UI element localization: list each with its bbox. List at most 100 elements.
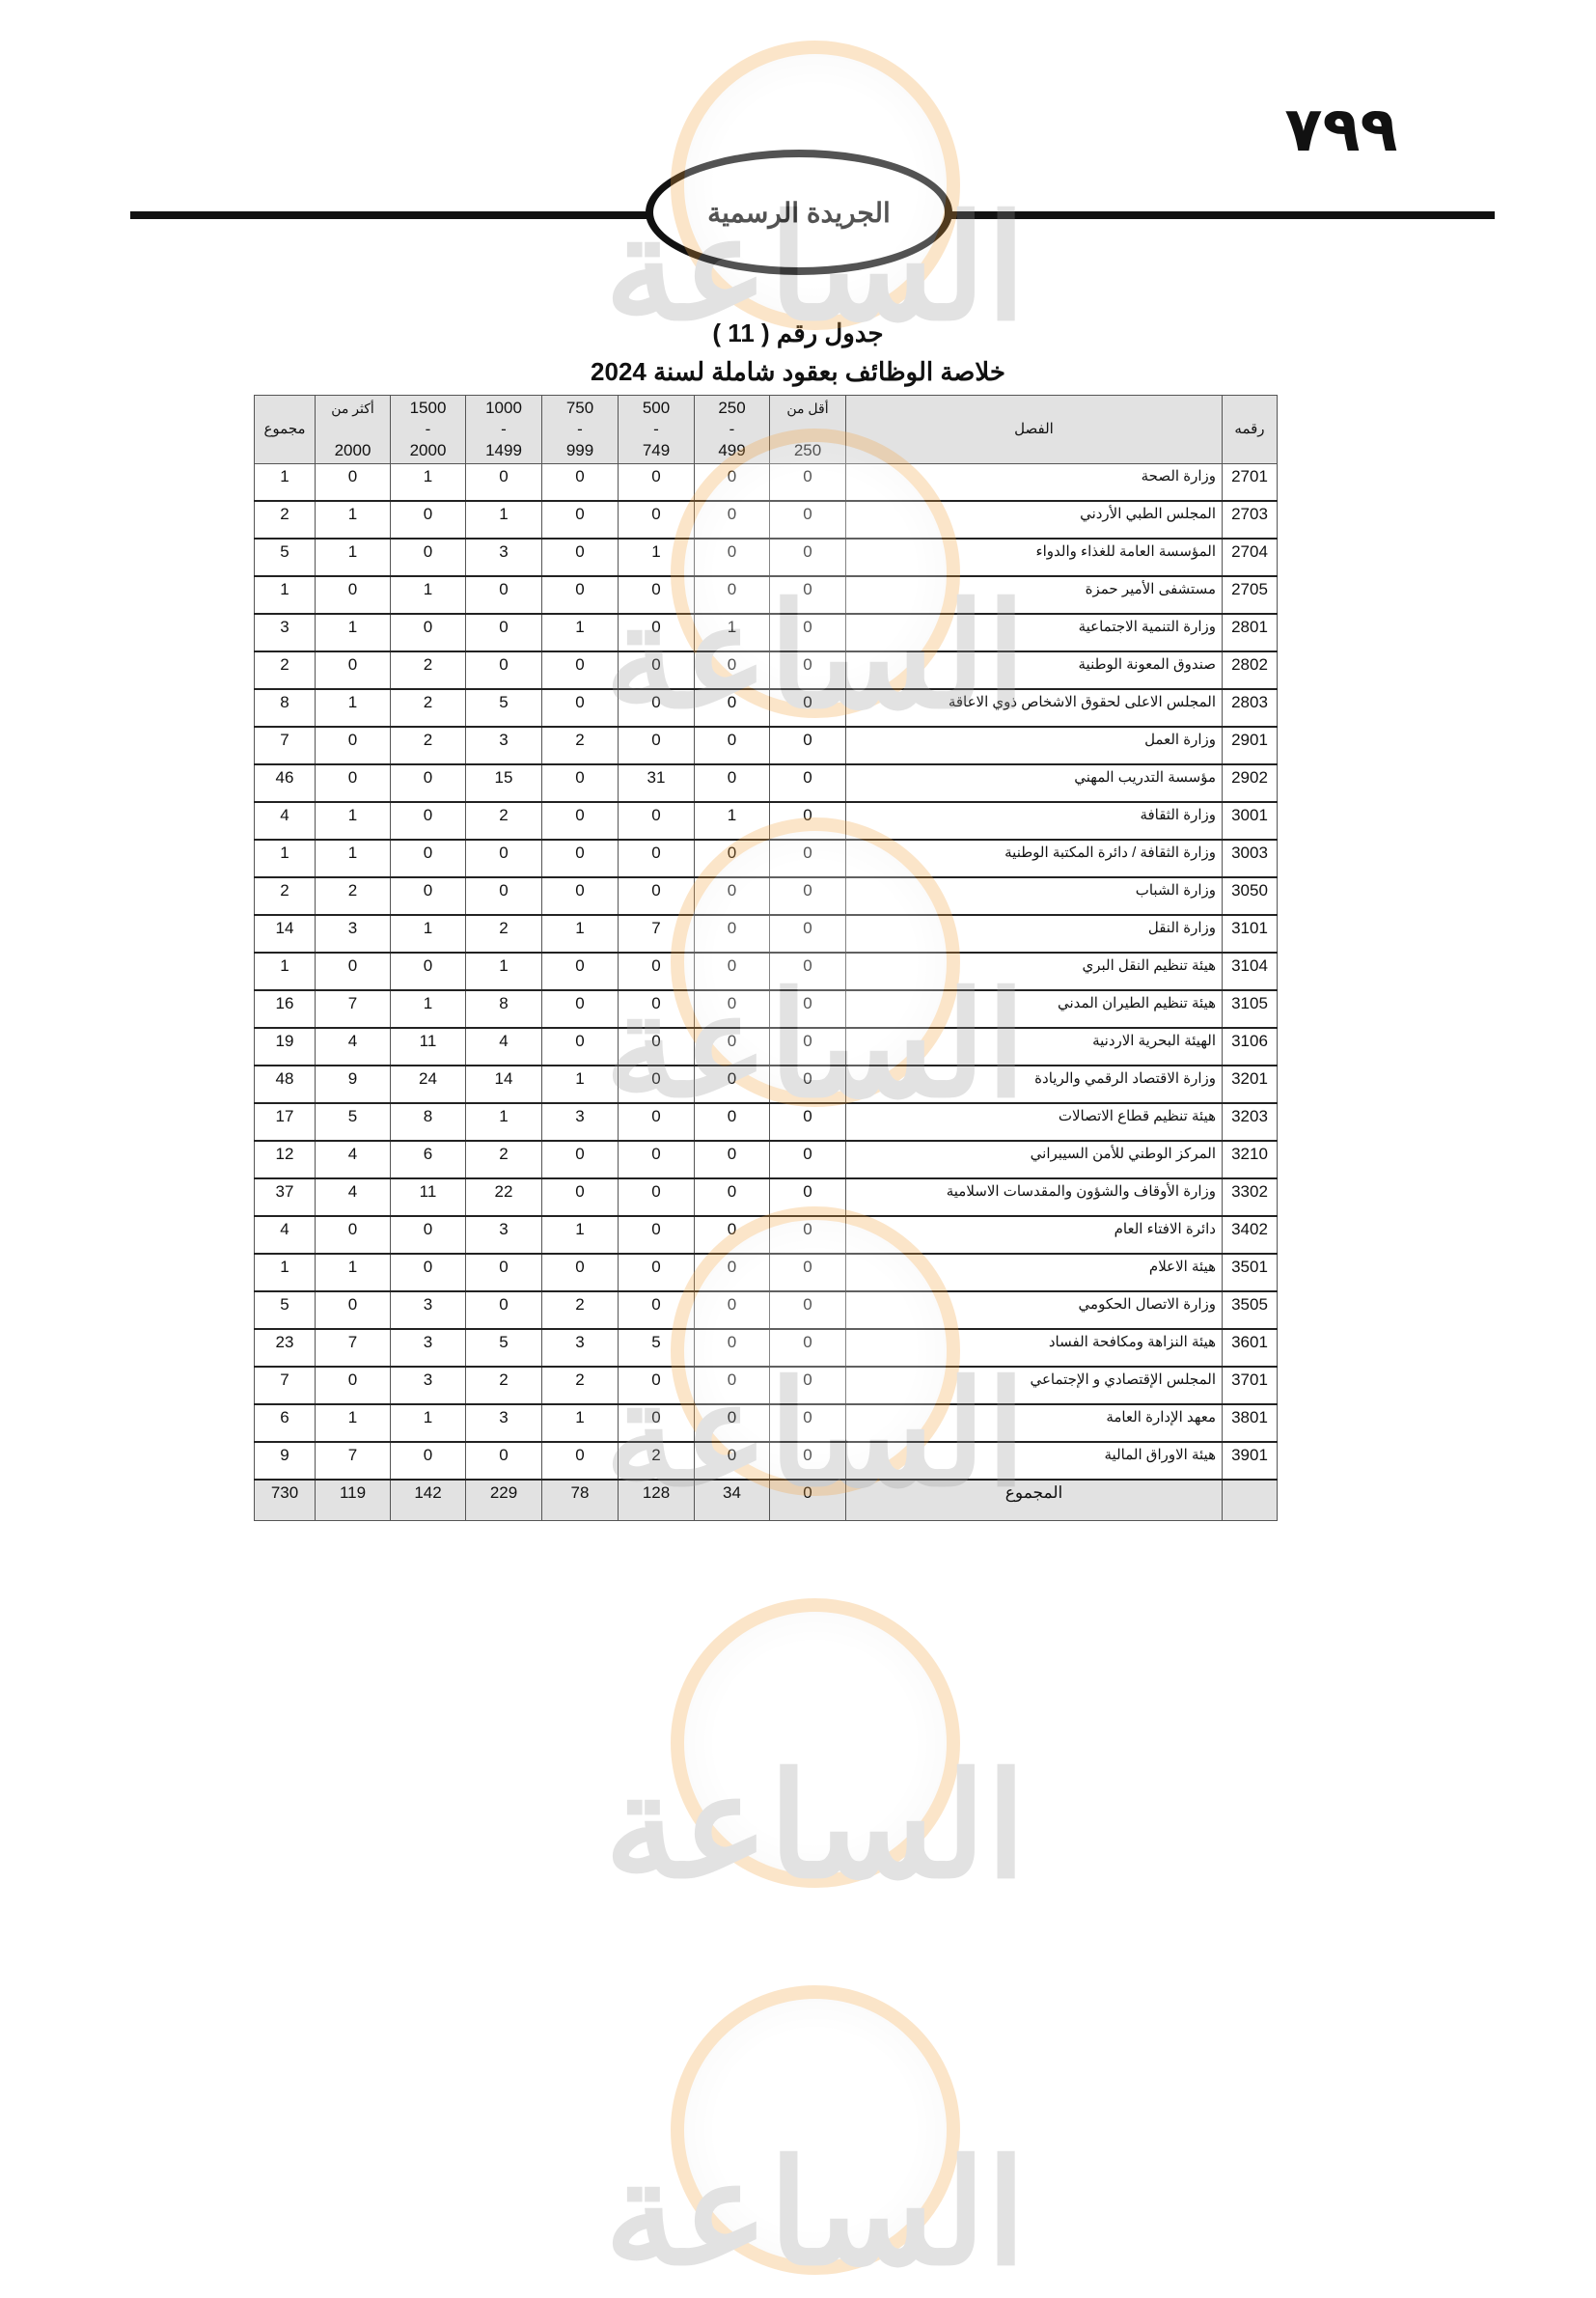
row-chapter-name: معهد الإدارة العامة xyxy=(845,1403,1223,1443)
col-chapter: الفصل xyxy=(845,395,1223,464)
cell-total: 7 xyxy=(254,726,316,765)
row-code: 2703 xyxy=(1222,500,1278,540)
col-lt250: أقل من 250 xyxy=(769,395,846,464)
cell-total: 17 xyxy=(254,1102,316,1142)
cell-1500-2000: 0 xyxy=(390,801,466,841)
cell-total: 19 xyxy=(254,1027,316,1066)
cell-1500-2000: 0 xyxy=(390,839,466,878)
cell-250-499: 0 xyxy=(694,575,770,615)
row-chapter-name: هيئة تنظيم النقل البري xyxy=(845,952,1223,991)
total-750-999: 78 xyxy=(541,1479,619,1521)
cell-250-499: 0 xyxy=(694,726,770,765)
cell-total: 48 xyxy=(254,1065,316,1104)
cell-1500-2000: 2 xyxy=(390,726,466,765)
cell-500-749: 0 xyxy=(618,688,695,728)
cell-1500-2000: 1 xyxy=(390,914,466,954)
cell-gt2000: 3 xyxy=(315,914,391,954)
cell-750-999: 0 xyxy=(541,463,619,502)
cell-lt250: 0 xyxy=(769,989,846,1029)
table-row: 2901 وزارة العمل 0 0 0 2 3 2 0 7 xyxy=(254,726,1278,765)
cell-750-999: 0 xyxy=(541,1177,619,1217)
row-code: 2704 xyxy=(1222,538,1278,577)
totals-row: المجموع 0 34 128 78 229 142 119 730 xyxy=(254,1479,1278,1521)
row-chapter-name: الهيئة البحرية الاردنية xyxy=(845,1027,1223,1066)
cell-500-749: 0 xyxy=(618,575,695,615)
cell-lt250: 0 xyxy=(769,1140,846,1179)
table-row: 3402 دائرة الافتاء العام 0 0 0 1 3 0 0 4 xyxy=(254,1215,1278,1255)
cell-lt250: 0 xyxy=(769,1290,846,1330)
col-750-999: 750-999 xyxy=(541,395,619,464)
row-code: 3106 xyxy=(1222,1027,1278,1066)
cell-500-749: 0 xyxy=(618,1177,695,1217)
cell-750-999: 2 xyxy=(541,1290,619,1330)
cell-500-749: 2 xyxy=(618,1441,695,1481)
cell-lt250: 0 xyxy=(769,651,846,690)
cell-gt2000: 0 xyxy=(315,726,391,765)
row-code: 3801 xyxy=(1222,1403,1278,1443)
cell-total: 6 xyxy=(254,1403,316,1443)
cell-250-499: 0 xyxy=(694,688,770,728)
table-row: 3701 المجلس الإقتصادي و الإجتماعي 0 0 0 2 2 3 0 7 xyxy=(254,1366,1278,1405)
cell-750-999: 2 xyxy=(541,726,619,765)
cell-total: 1 xyxy=(254,575,316,615)
row-code: 3505 xyxy=(1222,1290,1278,1330)
cell-750-999: 1 xyxy=(541,613,619,652)
cell-500-749: 0 xyxy=(618,876,695,916)
row-code: 3210 xyxy=(1222,1140,1278,1179)
cell-gt2000: 1 xyxy=(315,1253,391,1292)
cell-total: 1 xyxy=(254,463,316,502)
cell-750-999: 0 xyxy=(541,989,619,1029)
cell-750-999: 0 xyxy=(541,1027,619,1066)
cell-500-749: 0 xyxy=(618,1290,695,1330)
cell-500-749: 0 xyxy=(618,1366,695,1405)
cell-500-749: 0 xyxy=(618,1140,695,1179)
table-row: 3201 وزارة الاقتصاد الرقمي والريادة 0 0 0 1 14… xyxy=(254,1065,1278,1104)
cell-1500-2000: 11 xyxy=(390,1177,466,1217)
total-total: 730 xyxy=(254,1479,316,1521)
cell-lt250: 0 xyxy=(769,1027,846,1066)
cell-1500-2000: 1 xyxy=(390,575,466,615)
cell-750-999: 0 xyxy=(541,1441,619,1481)
cell-total: 4 xyxy=(254,801,316,841)
table-row: 2703 المجلس الطبي الأردني 0 0 0 0 1 0 1 2 xyxy=(254,500,1278,540)
cell-1000-1499: 1 xyxy=(465,1102,542,1142)
cell-250-499: 0 xyxy=(694,1215,770,1255)
cell-750-999: 0 xyxy=(541,575,619,615)
watermark-clock-icon xyxy=(671,1985,960,2275)
cell-gt2000: 0 xyxy=(315,575,391,615)
row-code: 3203 xyxy=(1222,1102,1278,1142)
cell-total: 12 xyxy=(254,1140,316,1179)
cell-lt250: 0 xyxy=(769,500,846,540)
cell-1500-2000: 1 xyxy=(390,463,466,502)
cell-lt250: 0 xyxy=(769,538,846,577)
jobs-summary-table: رقمه الفصل أقل من 250 250-499 500-749 75… xyxy=(254,395,1278,1521)
cell-1000-1499: 4 xyxy=(465,1027,542,1066)
cell-250-499: 0 xyxy=(694,1403,770,1443)
cell-lt250: 0 xyxy=(769,1215,846,1255)
table-row: 3101 وزارة النقل 0 0 7 1 2 1 3 14 xyxy=(254,914,1278,954)
cell-total: 2 xyxy=(254,500,316,540)
cell-1500-2000: 3 xyxy=(390,1328,466,1368)
cell-750-999: 1 xyxy=(541,914,619,954)
row-chapter-name: هيئة النزاهة ومكافحة الفساد xyxy=(845,1328,1223,1368)
row-code: 3701 xyxy=(1222,1366,1278,1405)
cell-1500-2000: 0 xyxy=(390,1441,466,1481)
cell-250-499: 0 xyxy=(694,1441,770,1481)
watermark-text: الساعة xyxy=(604,2132,1027,2294)
cell-250-499: 0 xyxy=(694,1253,770,1292)
cell-gt2000: 1 xyxy=(315,538,391,577)
row-code: 3003 xyxy=(1222,839,1278,878)
cell-250-499: 0 xyxy=(694,952,770,991)
col-code: رقمه xyxy=(1222,395,1278,464)
row-code: 2902 xyxy=(1222,763,1278,803)
row-code: 2705 xyxy=(1222,575,1278,615)
cell-total: 23 xyxy=(254,1328,316,1368)
cell-750-999: 0 xyxy=(541,1253,619,1292)
col-gt2000: أكثر من 2000 xyxy=(315,395,391,464)
cell-1500-2000: 0 xyxy=(390,613,466,652)
cell-500-749: 7 xyxy=(618,914,695,954)
cell-lt250: 0 xyxy=(769,1328,846,1368)
row-chapter-name: وزارة الشباب xyxy=(845,876,1223,916)
cell-total: 5 xyxy=(254,1290,316,1330)
cell-500-749: 1 xyxy=(618,538,695,577)
